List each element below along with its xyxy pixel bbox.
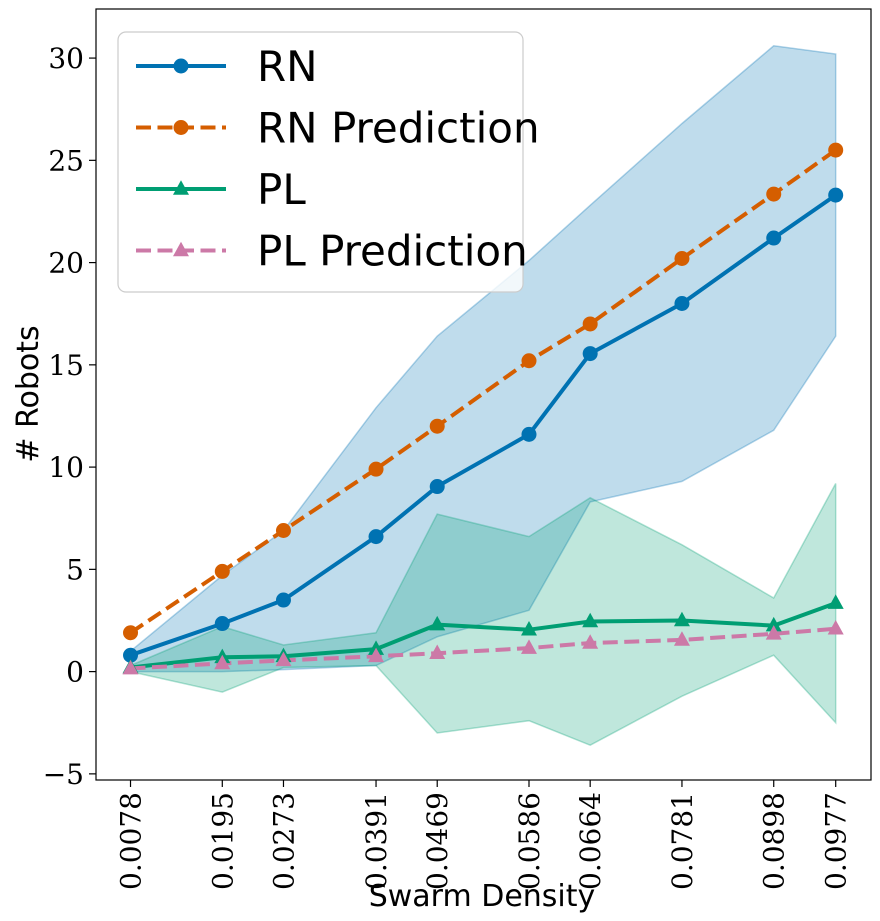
x-tick-label: 0.0977 bbox=[820, 792, 853, 890]
x-tick-label: 0.0195 bbox=[206, 792, 239, 890]
point-rn-prediction bbox=[674, 251, 690, 267]
series-markers bbox=[122, 142, 844, 675]
band-rn bbox=[129, 45, 837, 673]
point-rn bbox=[275, 592, 291, 608]
point-rn bbox=[766, 230, 782, 246]
point-rn bbox=[674, 295, 690, 311]
legend-marker-rn bbox=[173, 58, 189, 74]
y-tick-label: 15 bbox=[48, 349, 84, 382]
y-tick-label: 25 bbox=[48, 144, 84, 177]
line-pl-prediction bbox=[130, 626, 836, 671]
legend-label-rn: RN bbox=[257, 42, 318, 91]
point-pl bbox=[827, 594, 844, 609]
point-pl bbox=[673, 611, 690, 627]
point-rn bbox=[214, 616, 230, 632]
y-tick-label: 30 bbox=[48, 42, 84, 75]
point-rn bbox=[582, 346, 598, 362]
x-tick-label: 0.0664 bbox=[574, 792, 607, 890]
point-rn-prediction bbox=[521, 353, 537, 369]
y-axis: −5 0 5 10 15 20 25 30 bbox=[43, 42, 96, 791]
legend-box bbox=[117, 31, 524, 293]
point-rn-prediction bbox=[766, 186, 782, 202]
point-pl bbox=[520, 620, 537, 636]
point-rn-prediction bbox=[429, 418, 445, 434]
legend-marker-rn-prediction bbox=[173, 120, 189, 135]
point-rn-prediction bbox=[214, 563, 230, 579]
x-tick-label: 0.0391 bbox=[360, 792, 393, 890]
band-pl bbox=[129, 483, 837, 747]
point-rn bbox=[521, 426, 537, 442]
point-pl-prediction bbox=[520, 639, 537, 654]
point-pl-prediction bbox=[582, 634, 599, 649]
x-tick-label: 0.0898 bbox=[758, 792, 791, 890]
point-rn bbox=[123, 647, 139, 663]
point-pl bbox=[765, 616, 782, 632]
point-rn-prediction bbox=[582, 316, 598, 332]
point-pl-prediction bbox=[765, 625, 782, 640]
point-pl-prediction bbox=[368, 647, 385, 663]
plot-area-frame bbox=[95, 8, 872, 781]
point-rn bbox=[368, 529, 384, 545]
point-rn-prediction bbox=[828, 142, 844, 158]
legend-label-pl: PL bbox=[257, 165, 306, 214]
y-tick-label: 10 bbox=[48, 451, 84, 484]
point-rn bbox=[828, 187, 844, 203]
point-pl-prediction bbox=[275, 651, 292, 667]
point-pl bbox=[429, 615, 446, 631]
point-pl-prediction bbox=[827, 619, 844, 635]
legend-label-pl-prediction: PL Prediction bbox=[257, 227, 528, 276]
y-tick-label: 20 bbox=[48, 247, 84, 280]
y-tick-label: −5 bbox=[43, 758, 84, 791]
confidence-bands bbox=[129, 45, 837, 747]
y-tick-label: 0 bbox=[66, 656, 84, 689]
point-pl-prediction bbox=[429, 644, 446, 660]
point-rn-prediction bbox=[368, 461, 384, 477]
x-tick-label: 0.0078 bbox=[115, 792, 148, 890]
point-rn-prediction bbox=[275, 522, 291, 538]
legend: RN RN Prediction PL PL Prediction bbox=[117, 31, 540, 293]
y-axis-label: # Robots bbox=[11, 325, 46, 462]
point-rn-prediction bbox=[123, 625, 139, 641]
y-tick-label: 5 bbox=[66, 553, 84, 586]
x-axis-label: Swarm Density bbox=[369, 879, 596, 914]
legend-marker-pl-prediction bbox=[173, 241, 189, 257]
point-pl-prediction bbox=[214, 654, 231, 670]
x-tick-label: 0.0273 bbox=[267, 792, 300, 890]
line-pl bbox=[130, 601, 837, 670]
point-pl-prediction bbox=[122, 659, 139, 675]
legend-label-rn-prediction: RN Prediction bbox=[257, 104, 540, 153]
line-rn bbox=[129, 193, 837, 658]
point-pl bbox=[582, 612, 599, 628]
line-rn-prediction bbox=[129, 148, 837, 635]
x-tick-label: 0.0781 bbox=[666, 792, 699, 890]
point-pl-prediction bbox=[673, 631, 690, 646]
x-tick-label: 0.0586 bbox=[513, 792, 546, 890]
legend-marker-pl bbox=[173, 180, 189, 195]
point-rn bbox=[429, 479, 445, 495]
x-tick-label: 0.0469 bbox=[421, 792, 454, 890]
series-lines bbox=[129, 148, 837, 671]
x-axis: 0.0078 0.0195 0.0273 0.0391 0.0469 0.0586 0.06… bbox=[115, 780, 853, 890]
